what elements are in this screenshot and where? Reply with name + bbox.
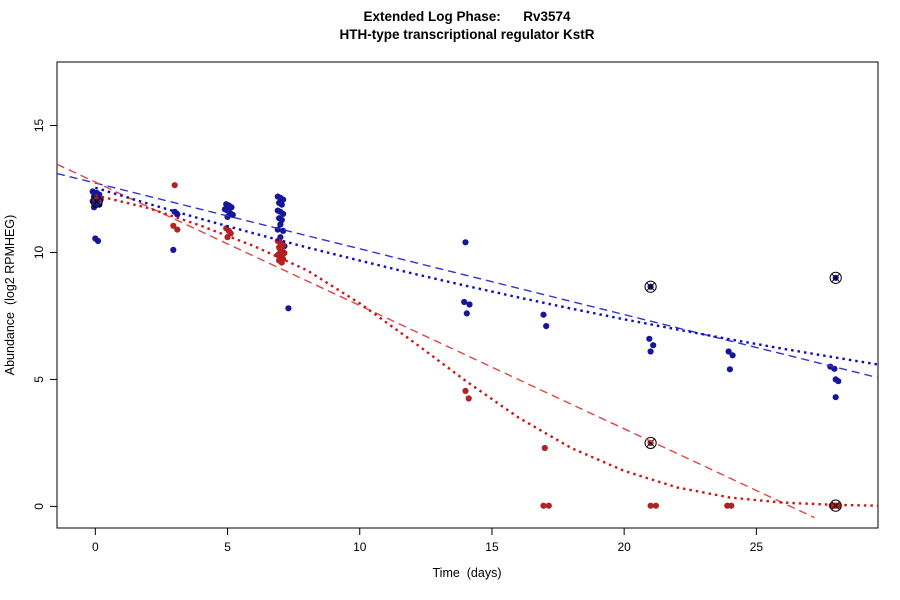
y-tick-label: 15 xyxy=(32,118,46,132)
blue-series-point xyxy=(540,311,547,318)
x-tick-label: 10 xyxy=(353,540,367,554)
blue-series-point xyxy=(277,221,284,228)
flagged-point xyxy=(829,499,842,512)
x-tick-label: 20 xyxy=(617,540,631,554)
red-series-point xyxy=(281,249,288,257)
blue-series-point xyxy=(462,239,469,246)
red-dashed-fit xyxy=(57,163,815,519)
blue-series-point xyxy=(726,366,734,373)
y-axis-label: Abundance (log2 RPMHEG) xyxy=(3,215,17,376)
blue-series-point xyxy=(278,201,285,208)
blue-dotted-fit xyxy=(94,186,878,366)
red-series-point xyxy=(647,502,654,509)
blue-series-point xyxy=(835,378,842,385)
chart-title: Extended Log Phase: Rv3574 xyxy=(363,9,571,24)
blue-series-point xyxy=(650,342,657,349)
blue-series-point xyxy=(832,394,839,401)
x-tick-label: 5 xyxy=(224,540,231,554)
flagged-point xyxy=(829,271,842,284)
red-series-point xyxy=(540,502,547,509)
blue-series-point xyxy=(280,227,287,234)
red-dotted-fit xyxy=(95,194,878,507)
red-series-point xyxy=(174,226,181,233)
red-series-point xyxy=(171,182,178,189)
blue-series-point xyxy=(729,352,736,359)
blue-series-point xyxy=(543,323,550,330)
blue-series-point xyxy=(229,211,236,218)
x-axis: 0 5 10 15 20 25 xyxy=(92,528,763,554)
fit-lines-layer xyxy=(57,163,878,519)
red-series-point xyxy=(462,387,469,394)
blue-series-point xyxy=(725,348,732,355)
blue-series-point xyxy=(170,246,177,253)
blue-series-point xyxy=(174,211,181,218)
blue-series-point xyxy=(94,237,102,245)
y-tick-label: 5 xyxy=(32,376,46,383)
y-axis: 0 5 10 15 xyxy=(32,118,57,510)
y-tick-label: 0 xyxy=(32,503,46,510)
chart-subtitle: HTH-type transcriptional regulator KstR xyxy=(339,27,594,42)
blue-series-point xyxy=(466,301,473,308)
x-tick-label: 25 xyxy=(750,540,764,554)
x-tick-label: 15 xyxy=(485,540,499,554)
x-axis-label: Time (days) xyxy=(433,566,502,580)
blue-dashed-fit xyxy=(57,172,878,379)
blue-series-point xyxy=(647,348,654,355)
blue-series-point xyxy=(831,365,838,372)
blue-series-point xyxy=(646,335,653,342)
points-layer xyxy=(89,182,842,509)
blue-series-point xyxy=(461,298,468,306)
red-series-point xyxy=(541,444,548,452)
red-series-point xyxy=(465,395,472,402)
red-series-point xyxy=(652,502,660,509)
x-tick-label: 0 xyxy=(92,540,99,554)
red-series-point xyxy=(545,502,552,509)
red-series-point xyxy=(278,259,285,266)
blue-series-point xyxy=(280,210,287,217)
flagged-point xyxy=(644,280,657,293)
red-series-point xyxy=(170,222,177,229)
plot-box xyxy=(56,61,879,529)
y-tick-label: 10 xyxy=(32,245,46,259)
blue-series-point xyxy=(285,305,292,312)
red-series-point xyxy=(728,502,735,509)
blue-series-point xyxy=(463,310,470,317)
